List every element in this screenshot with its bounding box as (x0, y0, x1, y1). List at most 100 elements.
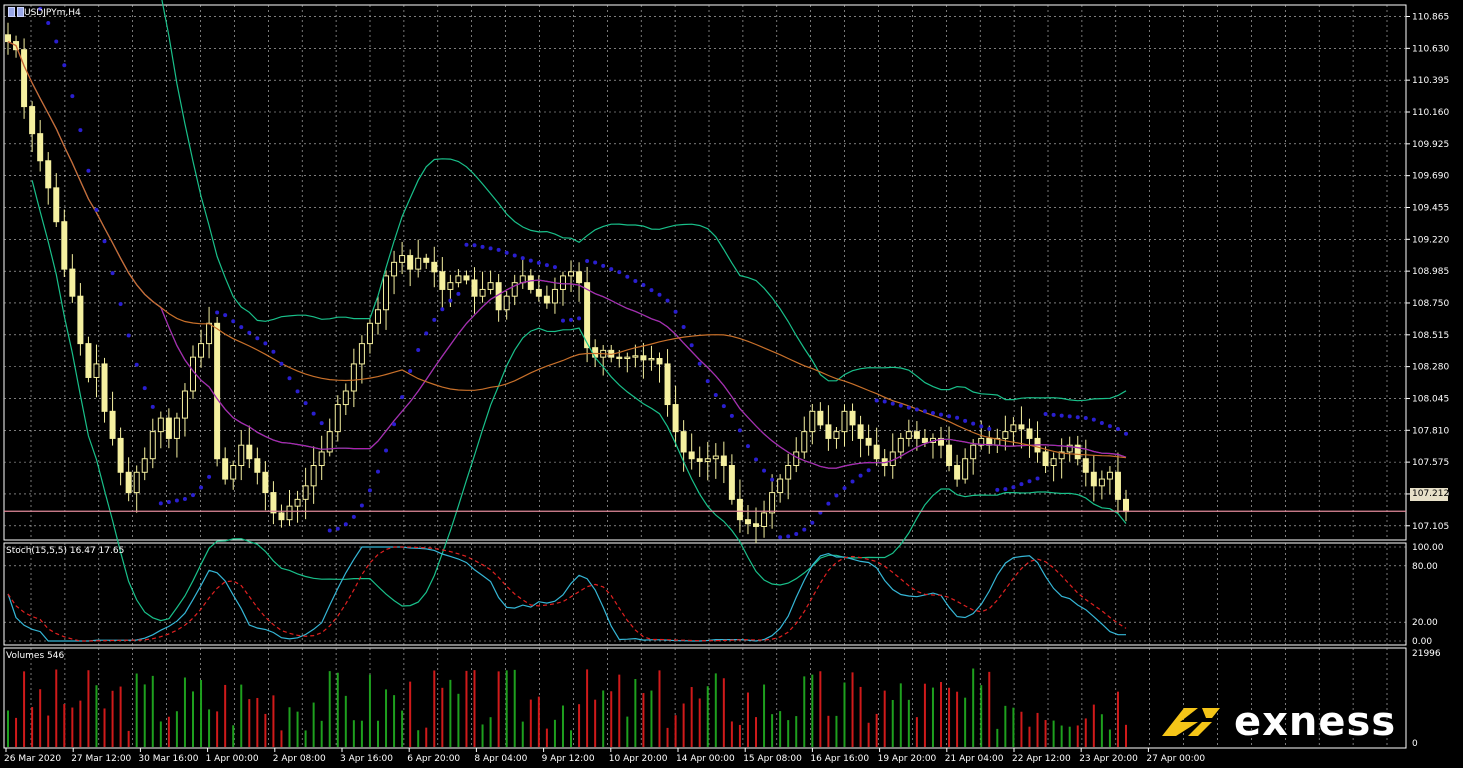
candle-body (222, 458, 229, 480)
parabolic-sar-dot (239, 325, 244, 330)
parabolic-sar-dot (922, 409, 927, 414)
candle-body (157, 417, 164, 433)
candle-body (616, 356, 623, 360)
parabolic-sar-dot (536, 260, 541, 265)
price-tick-label: 108.750 (1412, 299, 1449, 309)
parabolic-sar-dot (488, 246, 493, 251)
parabolic-sar-dot (199, 485, 204, 490)
parabolic-sar-dot (1059, 413, 1064, 418)
parabolic-sar-dot (448, 298, 453, 303)
parabolic-sar-dot (601, 263, 606, 268)
candle-body (350, 363, 357, 392)
parabolic-sar-dot (689, 343, 694, 348)
parabolic-sar-dot (440, 307, 445, 312)
parabolic-sar-dot (665, 298, 670, 303)
candle-body (696, 458, 703, 462)
candle-body (318, 451, 325, 467)
candle-body (238, 444, 245, 467)
parabolic-sar-dot (560, 318, 565, 323)
parabolic-sar-dot (504, 250, 509, 255)
candle-body (1042, 451, 1049, 467)
candle-body (45, 160, 52, 189)
parabolic-sar-dot (858, 473, 863, 478)
candle-body (246, 444, 253, 460)
parabolic-sar-dot (810, 520, 815, 525)
candle-body (399, 255, 406, 263)
parabolic-sar-dot (456, 291, 461, 296)
parabolic-sar-dot (842, 486, 847, 491)
candle-body (310, 465, 317, 487)
parabolic-sar-dot (424, 331, 429, 336)
candle-body (543, 295, 550, 304)
parabolic-sar-dot (963, 418, 968, 423)
candle-body (206, 322, 213, 345)
candle-body (1090, 471, 1097, 487)
parabolic-sar-dot (850, 479, 855, 484)
parabolic-sar-dot (898, 403, 903, 408)
parabolic-sar-dot (215, 310, 220, 315)
time-tick-label: 19 Apr 20:00 (878, 754, 937, 764)
candle-body (1018, 424, 1025, 430)
candle-body (358, 343, 365, 365)
parabolic-sar-dot (1124, 431, 1128, 436)
parabolic-sar-dot (231, 319, 236, 324)
candle-body (736, 498, 743, 521)
candle-body (1114, 471, 1121, 500)
parabolic-sar-dot (496, 247, 501, 252)
candle-body (744, 519, 751, 525)
parabolic-sar-dot (319, 421, 324, 426)
parabolic-sar-dot (995, 487, 1000, 492)
candle-body (962, 458, 969, 480)
stochastic-tick-label: 20.00 (1412, 618, 1438, 628)
parabolic-sar-dot (745, 444, 750, 449)
parabolic-sar-dot (512, 253, 517, 258)
parabolic-sar-dot (279, 361, 284, 366)
candle-body (817, 410, 824, 426)
candle-body (133, 471, 140, 494)
parabolic-sar-dot (786, 534, 791, 539)
price-tick-label: 107.810 (1412, 426, 1449, 436)
candle-body (471, 279, 478, 297)
parabolic-sar-dot (826, 501, 831, 506)
candle-body (93, 363, 100, 378)
candle-body (833, 431, 840, 439)
price-tick-label: 109.690 (1412, 172, 1449, 182)
candle-body (37, 133, 44, 162)
parabolic-sar-dot (255, 336, 260, 341)
candle-body (672, 404, 679, 433)
parabolic-sar-dot (86, 168, 91, 173)
candle-body (214, 322, 221, 460)
parabolic-sar-dot (134, 362, 139, 367)
price-tick-label: 109.455 (1412, 203, 1449, 213)
price-tick-label: 110.630 (1412, 44, 1449, 54)
parabolic-sar-dot (78, 128, 83, 133)
parabolic-sar-dot (351, 514, 356, 519)
parabolic-sar-dot (754, 457, 759, 462)
candle-body (688, 451, 695, 460)
time-tick-label: 15 Apr 08:00 (743, 754, 802, 764)
candle-body (407, 255, 414, 270)
candle-body (326, 431, 333, 453)
parabolic-sar-dot (882, 399, 887, 404)
candle-body (1002, 431, 1009, 439)
bollinger-lower-band (31, 180, 1127, 622)
time-tick-label: 6 Apr 20:00 (407, 754, 460, 764)
parabolic-sar-dot (834, 493, 839, 498)
candle-body (189, 356, 196, 392)
chart-window-icon (8, 7, 24, 17)
candle-body (841, 410, 848, 433)
time-tick-label: 2 Apr 08:00 (273, 754, 326, 764)
candle-body (793, 451, 800, 467)
price-tick-label: 107.575 (1412, 458, 1449, 468)
candle-body (431, 261, 438, 273)
candle-body (85, 343, 92, 378)
candle-body (576, 271, 583, 284)
candle-body (503, 295, 510, 311)
time-tick-label: 27 Mar 12:00 (71, 754, 131, 764)
candle-body (455, 275, 462, 284)
parabolic-sar-dot (118, 301, 123, 306)
parabolic-sar-dot (1051, 412, 1056, 417)
candle-body (278, 512, 285, 521)
candle-body (1074, 444, 1081, 460)
